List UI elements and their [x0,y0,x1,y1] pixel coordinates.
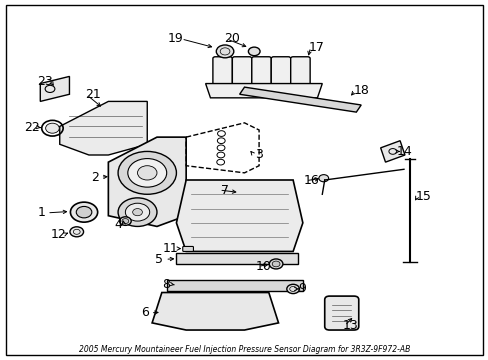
Text: 5: 5 [155,253,163,266]
Circle shape [45,123,59,133]
Text: 14: 14 [396,145,412,158]
FancyBboxPatch shape [6,5,482,355]
Text: 1: 1 [37,206,45,219]
Text: 15: 15 [415,190,430,203]
Polygon shape [380,141,404,162]
Circle shape [318,175,328,182]
Circle shape [119,217,131,225]
Text: 9: 9 [297,283,305,296]
Circle shape [132,208,142,216]
Text: 20: 20 [224,32,240,45]
Circle shape [125,203,149,221]
Circle shape [137,166,157,180]
Text: 23: 23 [37,75,53,88]
Circle shape [118,152,176,194]
Text: 8: 8 [162,278,169,291]
Text: 4: 4 [114,218,122,231]
Text: 2: 2 [91,171,99,184]
Text: 16: 16 [303,174,319,187]
Circle shape [286,284,299,294]
FancyBboxPatch shape [271,57,290,85]
Text: 6: 6 [141,306,148,319]
Circle shape [122,219,128,224]
Text: 13: 13 [342,319,358,332]
Text: 10: 10 [256,260,271,273]
Circle shape [216,45,233,58]
FancyBboxPatch shape [212,57,232,85]
FancyBboxPatch shape [290,57,309,85]
Text: 19: 19 [167,32,183,45]
Polygon shape [40,76,69,102]
Polygon shape [152,293,278,330]
Circle shape [118,198,157,226]
Circle shape [127,158,166,187]
Text: 22: 22 [23,121,40,134]
Circle shape [248,47,260,56]
Polygon shape [176,253,297,264]
Text: 12: 12 [51,228,66,241]
Circle shape [272,261,280,267]
FancyBboxPatch shape [324,296,358,330]
Polygon shape [108,137,186,226]
Circle shape [76,206,92,218]
Circle shape [269,259,283,269]
Polygon shape [205,84,322,98]
Text: 2005 Mercury Mountaineer Fuel Injection Pressure Sensor Diagram for 3R3Z-9F972-A: 2005 Mercury Mountaineer Fuel Injection … [79,345,409,354]
FancyBboxPatch shape [183,247,193,251]
Polygon shape [60,102,147,155]
FancyBboxPatch shape [251,57,271,85]
Text: 7: 7 [221,184,228,197]
Text: 21: 21 [85,89,101,102]
Text: 18: 18 [352,84,368,97]
Polygon shape [239,87,361,112]
Circle shape [70,227,83,237]
Text: 17: 17 [308,41,324,54]
Text: 3: 3 [255,148,263,161]
Polygon shape [166,280,302,291]
Text: 11: 11 [163,242,178,255]
Circle shape [70,202,98,222]
FancyBboxPatch shape [232,57,251,85]
Polygon shape [176,180,302,251]
